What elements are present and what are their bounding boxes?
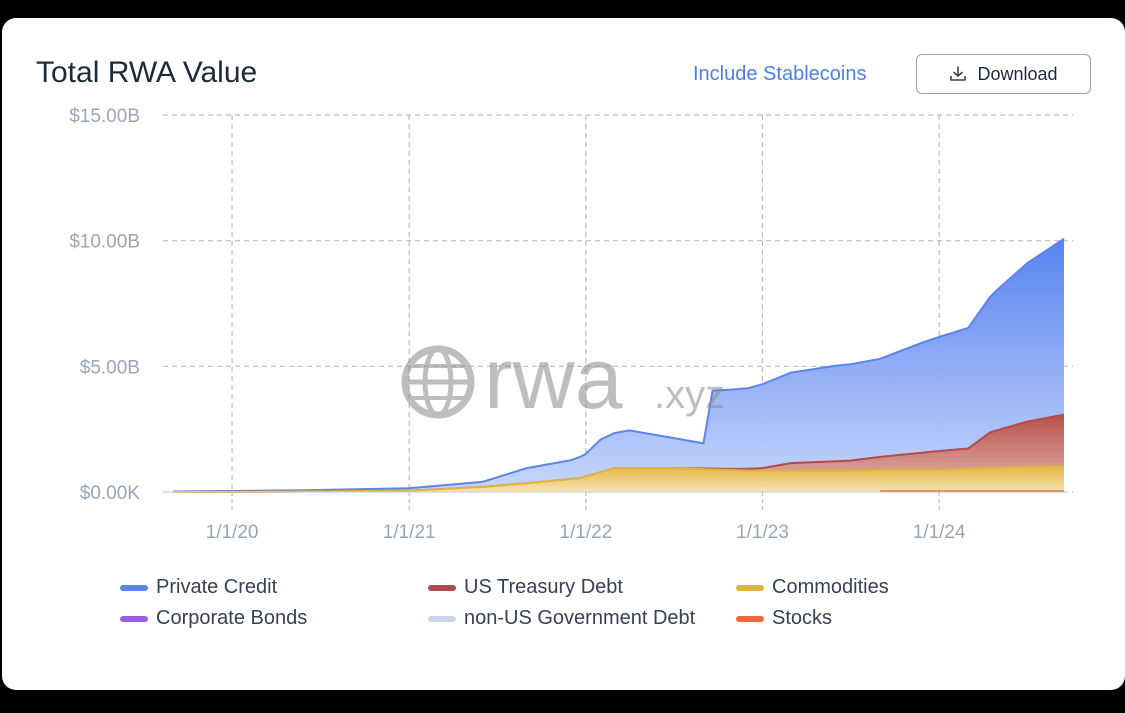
legend-label: Stocks bbox=[772, 607, 833, 629]
download-icon bbox=[949, 65, 967, 83]
axes: $0.00K $5.00B $10.00B $15.00B 1/1/20 1/1/21 1/… bbox=[69, 106, 1068, 543]
x-tick-label: 1/1/20 bbox=[206, 522, 259, 543]
legend-swatch bbox=[120, 615, 148, 622]
y-tick-label: $10.00B bbox=[69, 232, 140, 253]
legend-swatch bbox=[736, 584, 764, 591]
download-label: Download bbox=[977, 63, 1058, 84]
legend-label: US Treasury Debt bbox=[464, 576, 623, 598]
x-tick-label: 1/1/22 bbox=[559, 522, 612, 543]
chart-title: Total RWA Value bbox=[36, 56, 258, 89]
line-private-credit bbox=[172, 237, 1065, 493]
legend-item-stocks[interactable]: Stocks bbox=[736, 607, 832, 630]
y-tick-label: $5.00B bbox=[80, 357, 140, 378]
legend-swatch bbox=[428, 615, 456, 622]
legend-swatch bbox=[428, 584, 456, 591]
x-tick-label: 1/1/23 bbox=[736, 522, 789, 543]
legend-item-non-us-gov[interactable]: non-US Government Debt bbox=[428, 607, 695, 630]
rwa-watermark: rwa .xyz bbox=[401, 331, 725, 427]
legend-label: Private Credit bbox=[156, 576, 278, 598]
legend-label: non-US Government Debt bbox=[464, 607, 696, 629]
area-commodities bbox=[173, 466, 1064, 492]
area-series bbox=[172, 237, 1065, 493]
bottom-bar bbox=[0, 690, 1125, 713]
include-stablecoins-link[interactable]: Include Stablecoins bbox=[693, 63, 867, 85]
watermark-suffix: .xyz bbox=[654, 373, 725, 417]
y-tick-label: $0.00K bbox=[80, 483, 141, 504]
area-private-credit bbox=[173, 238, 1064, 492]
legend-label: Commodities bbox=[772, 576, 889, 598]
legend-label: Corporate Bonds bbox=[156, 607, 308, 629]
x-tick-label: 1/1/24 bbox=[913, 522, 966, 543]
legend-item-corporate-bonds[interactable]: Corporate Bonds bbox=[120, 607, 307, 630]
globe-icon bbox=[401, 345, 475, 419]
download-button[interactable]: Download bbox=[916, 54, 1091, 94]
legend-swatch bbox=[736, 615, 764, 622]
x-tick-label: 1/1/21 bbox=[383, 522, 436, 543]
legend-item-private-credit[interactable]: Private Credit bbox=[120, 576, 277, 599]
y-tick-label: $15.00B bbox=[69, 106, 140, 127]
legend-swatch bbox=[120, 584, 148, 591]
legend-item-us-treasury[interactable]: US Treasury Debt bbox=[428, 576, 623, 599]
legend-item-commodities[interactable]: Commodities bbox=[736, 576, 889, 599]
line-commodities bbox=[172, 465, 1065, 493]
watermark-text: rwa bbox=[484, 331, 623, 427]
